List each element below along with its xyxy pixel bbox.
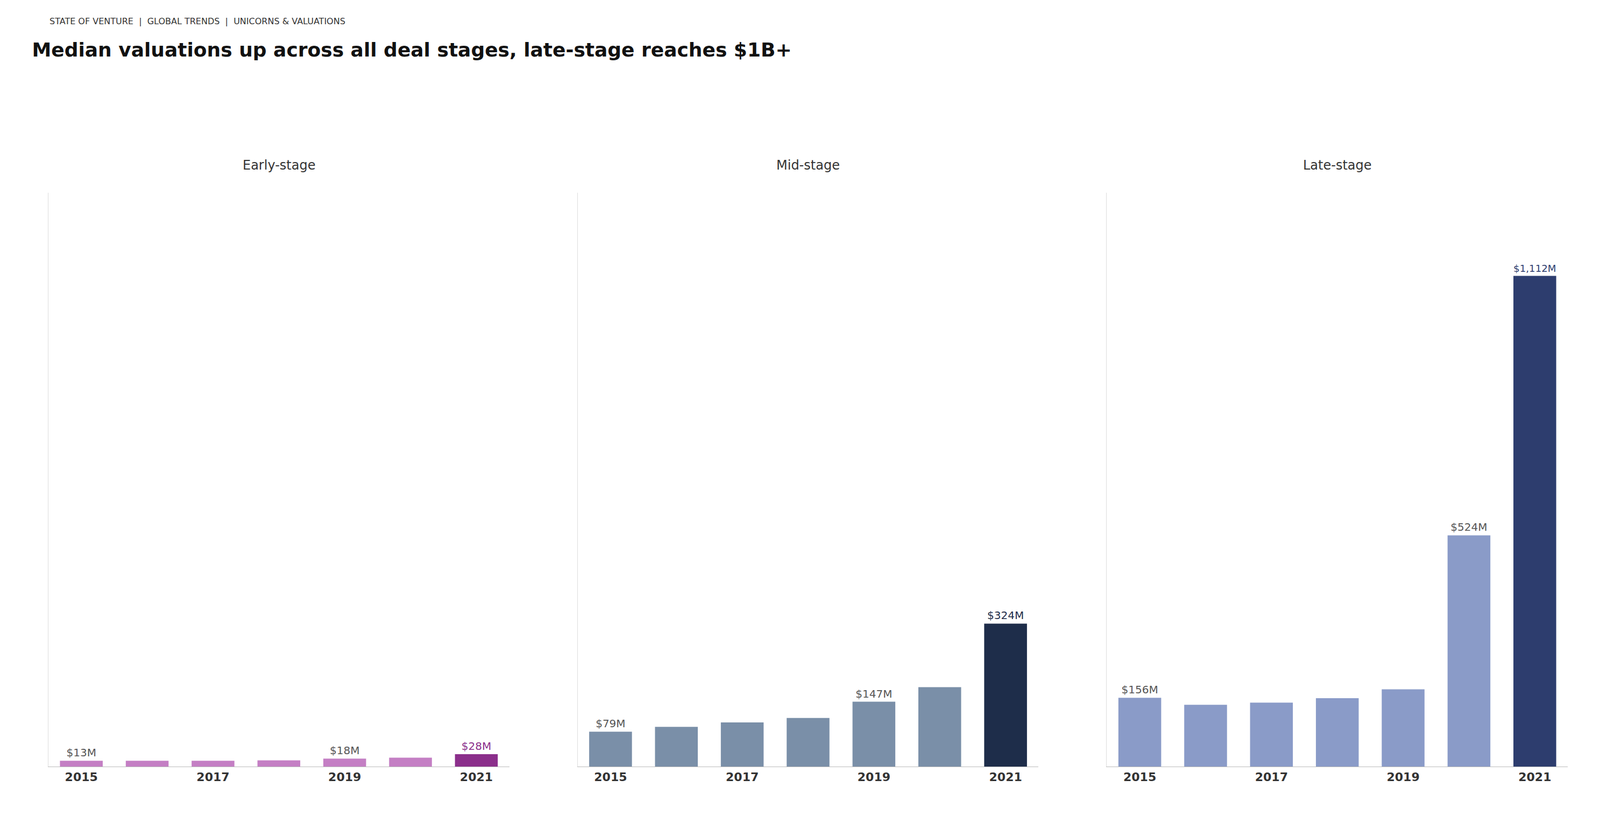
- svg-text:Late-stage: Late-stage: [1303, 157, 1372, 173]
- svg-text:$79M: $79M: [595, 716, 626, 730]
- svg-text:$18M: $18M: [329, 743, 360, 757]
- svg-text:$1,112M: $1,112M: [1513, 262, 1556, 274]
- svg-text:$156M: $156M: [1121, 682, 1158, 696]
- svg-text:2021: 2021: [1518, 769, 1552, 784]
- svg-text:$28M: $28M: [461, 739, 492, 753]
- svg-text:2019: 2019: [1386, 769, 1420, 784]
- svg-text:$13M: $13M: [66, 745, 96, 759]
- svg-text:STATE OF VENTURE | GLOBAL TR: STATE OF VENTURE | GLOBAL TRENDS | UNICO…: [49, 16, 346, 27]
- svg-text:Median valuations up across al: Median valuations up across all deal sta…: [31, 38, 792, 61]
- svg-text:2017: 2017: [725, 769, 759, 784]
- svg-text:2019: 2019: [328, 769, 361, 784]
- svg-text:2015: 2015: [593, 769, 627, 784]
- svg-text:Early-stage: Early-stage: [242, 157, 316, 173]
- svg-text:2017: 2017: [1255, 769, 1288, 784]
- svg-text:Mid-stage: Mid-stage: [776, 157, 840, 173]
- svg-text:2017: 2017: [196, 769, 230, 784]
- svg-text:$324M: $324M: [987, 608, 1024, 622]
- svg-text:$524M: $524M: [1450, 520, 1488, 534]
- svg-text:2015: 2015: [65, 769, 98, 784]
- svg-text:2015: 2015: [1123, 769, 1157, 784]
- svg-text:2021: 2021: [989, 769, 1023, 784]
- svg-text:2021: 2021: [459, 769, 493, 784]
- svg-text:$147M: $147M: [855, 687, 892, 700]
- svg-text:2019: 2019: [857, 769, 891, 784]
